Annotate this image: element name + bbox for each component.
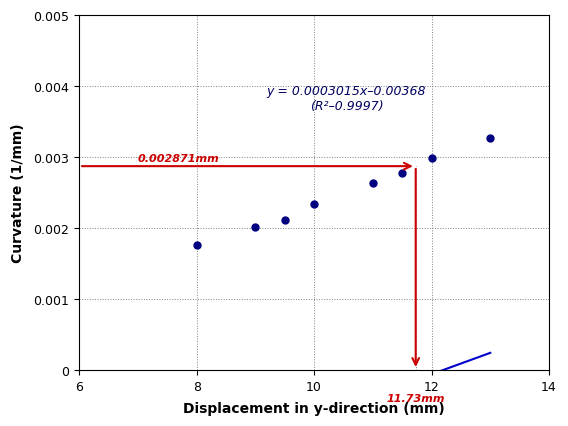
Y-axis label: Curvature (1/mm): Curvature (1/mm) [11,124,25,263]
Text: y = 0.0003015x–0.00368
(R²–0.9997): y = 0.0003015x–0.00368 (R²–0.9997) [266,85,426,113]
X-axis label: Displacement in y-direction (mm): Displacement in y-direction (mm) [183,401,445,415]
Text: 0.002871mm: 0.002871mm [138,154,220,164]
Text: 11.73mm: 11.73mm [386,393,445,403]
